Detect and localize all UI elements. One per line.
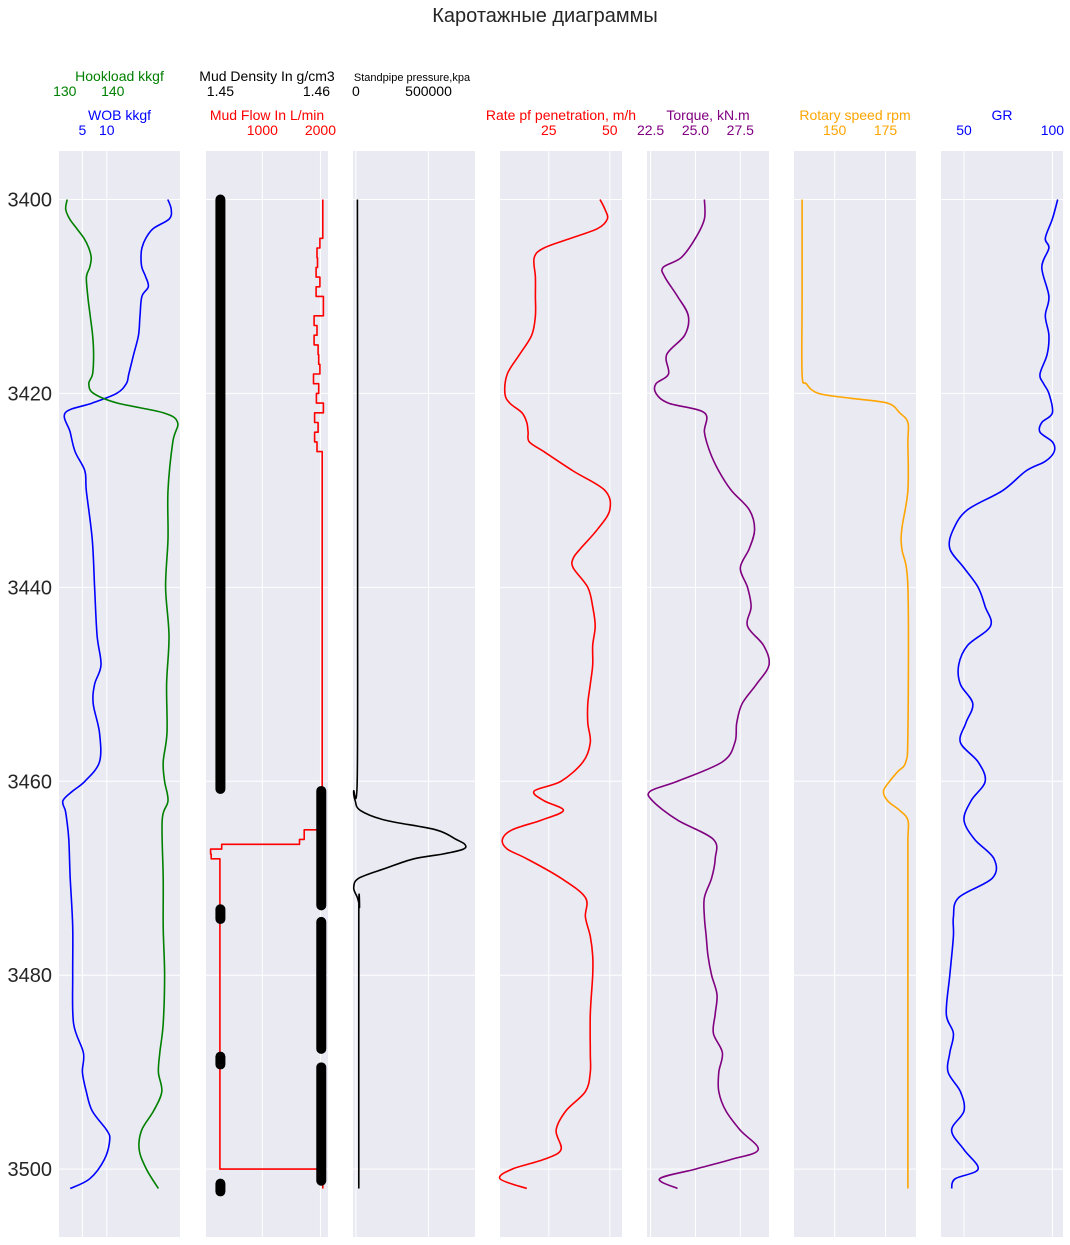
curve-tick-label: 50 [956,122,972,138]
curve-tick-label: 22.5 [637,122,664,138]
curve-rate-pf-penetration-m-h [498,199,612,1190]
curve-torque-kn-m [647,199,771,1190]
curve-line [61,199,173,1190]
curve-line [209,199,325,1189]
curve-tick-label: 175 [874,122,898,138]
curve-mud-density-in-g-cm3 [215,194,327,1197]
chart-title: Каротажные диаграммы [432,5,658,27]
curve-title: GR [992,107,1013,123]
curve-line [498,199,612,1190]
curve-line [64,199,179,1189]
curve-standpipe-pressure-kpa [352,199,467,1189]
track-background [941,151,1063,1237]
curve-tick-label: 5 [79,122,87,138]
curve-line [647,199,771,1190]
track-background [206,151,328,1237]
curve-title: Rate pf penetration, m/h [486,107,636,123]
track-7: GR 50 100 [941,107,1064,1237]
curve-mud-flow-in-l-min [209,199,325,1189]
curve-line [800,199,910,1189]
curve-tick-label: 150 [823,122,847,138]
curve-line [352,199,467,1189]
curve-tick-label: 25 [541,122,557,138]
curve-line [945,199,1059,1189]
depth-tick-label: 3500 [8,1159,53,1181]
track-background [647,151,769,1237]
curve-title: Mud Density In g/cm3 [199,68,335,84]
curve-tick-label: 0 [352,83,360,99]
curve-tick-label: 140 [101,83,125,99]
track-background [353,151,475,1237]
track-background [500,151,622,1237]
track-4: Rate pf penetration, m/h25 50 [486,107,636,1237]
curve-tick-label: 50 [602,122,618,138]
curve-title: Mud Flow In L/min [210,107,324,123]
depth-tick-label: 3420 [8,383,53,405]
curve-tick-label: 10 [99,122,115,138]
curve-tick-label: 27.5 [727,122,754,138]
curve-hookload-kkgf [64,199,179,1189]
curve-tick-label: 1.46 [303,83,330,99]
curve-tick-label: 1000 [247,122,278,138]
curve-title: Torque, kN.m [666,107,749,123]
depth-tick-label: 3480 [8,965,53,987]
curve-tick-label: 25.0 [682,122,709,138]
curve-wob-kkgf [61,199,173,1190]
curve-tick-label: 130 [53,83,77,99]
curve-rotary-speed-rpm [800,199,910,1189]
curve-tick-label: 2000 [305,122,336,138]
curve-title: Standpipe pressure,kpa [354,72,471,84]
curve-tick-label: 100 [1041,122,1065,138]
depth-tick-label: 3440 [8,577,53,599]
curve-gr [945,199,1059,1189]
depth-tick-label: 3400 [8,189,53,211]
track-5: Torque, kN.m22.5 25.0 27.5 [637,107,771,1237]
track-background [59,151,180,1237]
curve-tick-label: 1.45 [207,83,234,99]
curve-title: Hookload kkgf [75,68,164,84]
depth-tick-label: 3460 [8,771,53,793]
curve-title: Rotary speed rpm [799,107,910,123]
track-background [794,151,916,1237]
curve-tick-label: 500000 [405,83,452,99]
curve-title: WOB kkgf [88,107,151,123]
